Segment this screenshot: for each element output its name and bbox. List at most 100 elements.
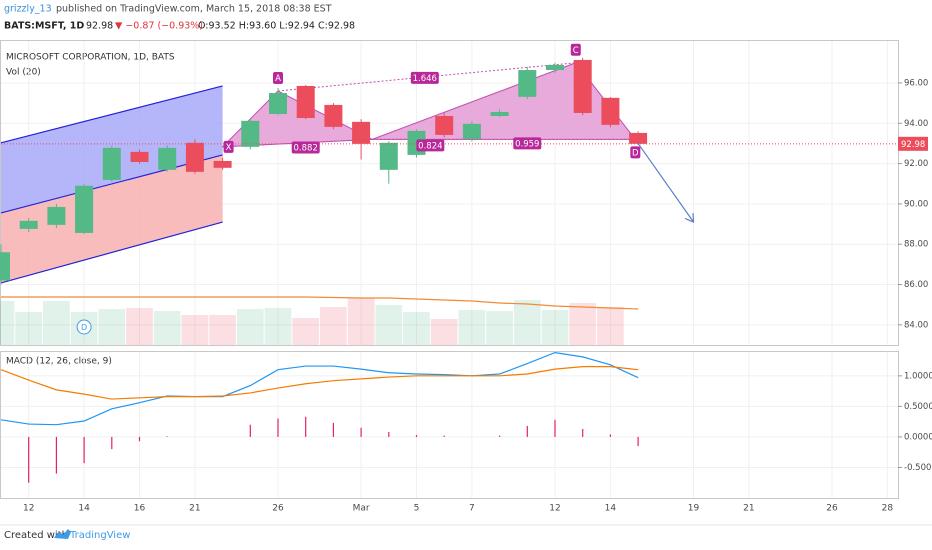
y-tick-label: 0.0000 [904, 432, 932, 442]
y-tick-label: 94.00 [904, 119, 928, 129]
volume-bar [403, 312, 430, 345]
x-tick-label: 12 [549, 504, 560, 514]
pattern-point-box [630, 146, 641, 159]
candle-body [490, 111, 509, 116]
macd-plot [0, 352, 639, 483]
volume-bar [375, 305, 403, 345]
pattern-point-box [223, 140, 234, 153]
volume-bar [320, 307, 347, 345]
channel-upper-line [0, 85, 223, 144]
logo-icon [54, 529, 71, 539]
x-tick-label: 26 [826, 504, 838, 514]
volume-title: Vol (20) [6, 68, 41, 78]
candle-body [573, 59, 592, 113]
tradingview-logo[interactable]: TradingView [54, 529, 130, 541]
candle-body [102, 147, 121, 180]
volume-bar [236, 309, 264, 345]
y-tick-label: 92.00 [904, 159, 928, 169]
candle-body [185, 142, 204, 172]
pattern-point-box [273, 72, 283, 85]
candle-body [296, 85, 315, 119]
volume-bar [0, 301, 15, 345]
ratio-label: 0.824 [418, 141, 442, 151]
x-tick-label: 12 [23, 504, 34, 514]
ratio-label: 1.646 [413, 74, 437, 84]
macd-line [0, 352, 639, 426]
x-tick-label: 21 [189, 504, 200, 514]
volume-bar [569, 303, 597, 345]
volume-bar [126, 308, 153, 345]
pattern-point-box [570, 43, 581, 56]
candle-body [435, 115, 454, 135]
footer-brand[interactable]: TradingView [69, 530, 130, 541]
footer-created: Created with [4, 530, 68, 541]
ratio-box [416, 139, 445, 152]
candle-body [324, 104, 343, 127]
candle-body [158, 147, 177, 170]
pattern-point-label: X [226, 143, 232, 153]
y-tick-label: 86.00 [904, 280, 928, 290]
x-tick-label: 16 [134, 504, 146, 514]
candle-body [213, 160, 232, 168]
candle-body [352, 121, 371, 144]
x-tick-label: 7 [469, 504, 475, 514]
x-tick-label: 26 [272, 504, 284, 514]
x-tick-label: 14 [78, 504, 90, 514]
volume-bar [458, 310, 486, 345]
candle-body [47, 206, 66, 225]
change: ▼ −0.87 (−0.93%) [115, 21, 203, 32]
ratio-box [291, 141, 320, 154]
ratio-label: 0.959 [515, 139, 539, 149]
volume-bar [264, 308, 292, 345]
volume-bar [43, 301, 70, 345]
volume-ma-line [1, 296, 639, 310]
main-title: MICROSOFT CORPORATION, 1D, BATS [6, 53, 175, 63]
candle-body [130, 151, 149, 162]
pattern-point-label: C [573, 46, 579, 56]
y-tick-label: 88.00 [904, 240, 928, 250]
main-pane-border [0, 40, 899, 346]
ohlc: O:93.52 H:93.60 L:92.94 C:92.98 [198, 21, 355, 32]
candle-body [269, 93, 287, 114]
y-tick-label: -0.5000 [904, 463, 932, 473]
main-plot: D X A C D 1.646 0.882 0.824 0.959 [0, 43, 898, 345]
volume-bar [541, 310, 569, 345]
author[interactable]: grizzly_13 [4, 4, 52, 15]
y-tick-label: 96.00 [904, 78, 928, 88]
candle-body [518, 70, 537, 97]
volume-bar [181, 315, 209, 345]
y-tick-label: 1.0000 [904, 371, 932, 381]
candle-body [629, 132, 648, 144]
volume-bar [430, 319, 458, 345]
x-tick-label: 14 [605, 504, 617, 514]
volume-bar [513, 300, 541, 345]
candle-body [75, 185, 94, 233]
ratio-box [513, 137, 542, 150]
last-price-tag [898, 136, 928, 151]
x-tick-label: 19 [688, 504, 700, 514]
x-tick-label: 21 [743, 504, 754, 514]
channel-middle-line [0, 154, 223, 214]
candle-body [546, 64, 564, 71]
channel-lower-fill [1, 154, 223, 283]
volume-bar [292, 318, 320, 345]
symbol: BATS:MSFT, 1D [4, 21, 84, 32]
volume-bar [15, 312, 43, 345]
volume-bar [98, 309, 126, 345]
last-price-tag-label: 92.98 [901, 140, 925, 150]
forecast-arrow [637, 143, 693, 222]
ratio-label: 0.882 [294, 143, 318, 153]
macd-line [0, 366, 639, 400]
volume-bar [486, 311, 513, 345]
y-tick-label: 84.00 [904, 320, 928, 330]
volume-bar [153, 311, 181, 345]
frame [0, 40, 932, 526]
x-tick-label: Mar [353, 504, 370, 514]
y-tick-label: 0.5000 [904, 402, 932, 412]
pattern-point-label: D [632, 148, 639, 158]
candle-body [462, 123, 481, 139]
dividend-marker [76, 319, 92, 335]
macd-pane-border [0, 351, 899, 499]
published-note: published on TradingView.com, March 15, … [56, 4, 332, 15]
candle-body [241, 120, 260, 147]
